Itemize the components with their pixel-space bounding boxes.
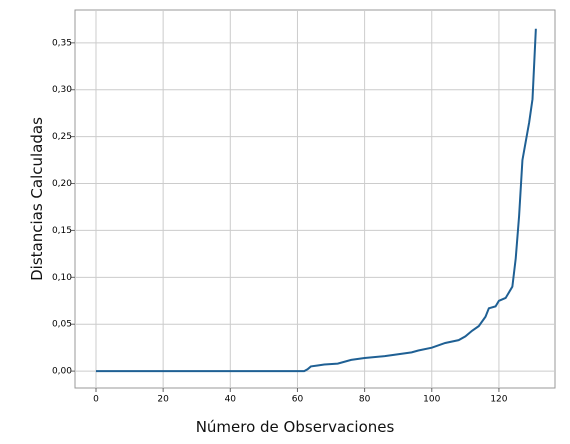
x-tick-label: 0	[93, 395, 99, 405]
y-tick-label: 0,20	[52, 179, 72, 189]
x-tick-label: 60	[292, 395, 304, 405]
x-tick-label: 120	[490, 395, 507, 405]
x-tick-label: 80	[359, 395, 371, 405]
y-tick-label: 0,15	[52, 226, 72, 236]
plot-area	[74, 9, 556, 389]
y-axis-title: Distancias Calculadas	[28, 117, 46, 281]
y-tick-label: 0,25	[52, 132, 72, 142]
y-tick-label: 0,35	[52, 38, 72, 48]
y-tick-label: 0,05	[52, 320, 72, 330]
y-tick-label: 0,00	[52, 367, 72, 377]
x-tick-label: 20	[157, 395, 169, 405]
x-axis-title: Número de Observaciones	[196, 418, 395, 436]
x-tick-label: 40	[225, 395, 237, 405]
x-tick-label: 100	[423, 395, 440, 405]
y-tick-label: 0,30	[52, 85, 72, 95]
data-line	[95, 28, 537, 373]
y-tick-label: 0,10	[52, 273, 72, 283]
